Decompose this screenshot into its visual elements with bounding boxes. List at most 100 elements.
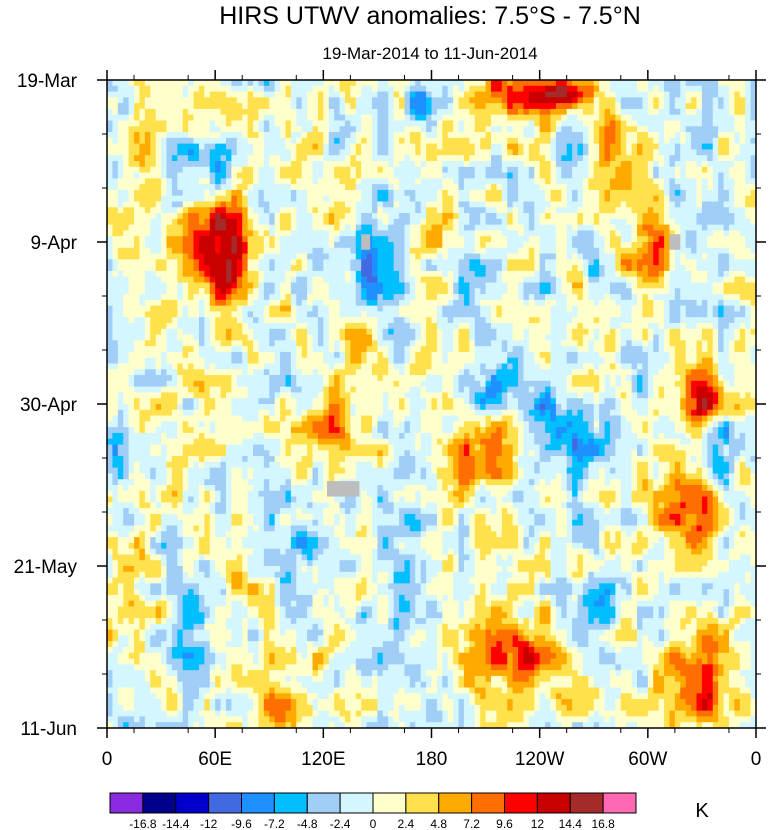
heat-cell <box>420 108 427 116</box>
heat-cell <box>458 317 465 324</box>
heat-cell <box>171 299 178 307</box>
heat-cell <box>691 178 698 185</box>
heat-cell <box>691 213 698 220</box>
heat-cell <box>285 236 292 243</box>
heat-cell <box>215 247 222 255</box>
heat-cell <box>728 195 735 203</box>
heat-cell <box>463 299 470 307</box>
heat-cell <box>637 305 644 313</box>
heat-cell <box>420 282 427 289</box>
heat-cell <box>123 265 130 272</box>
heat-cell <box>545 276 552 284</box>
heat-cell <box>474 85 481 93</box>
heat-cell <box>474 195 481 203</box>
heat-cell <box>490 317 497 324</box>
heat-cell <box>415 172 422 179</box>
heat-cell <box>372 189 379 197</box>
heat-cell <box>696 288 703 295</box>
heat-cell <box>490 195 497 203</box>
heat-cell <box>593 270 600 278</box>
heat-cell <box>664 120 671 127</box>
heat-cell <box>539 103 546 110</box>
heat-cell <box>317 184 324 191</box>
heat-cell <box>550 137 557 145</box>
heat-cell <box>150 305 157 313</box>
heat-cell <box>274 288 281 295</box>
heat-cell <box>512 236 519 243</box>
heat-cell <box>263 103 270 110</box>
heat-cell <box>734 126 741 133</box>
heat-cell <box>399 218 406 226</box>
heat-cell <box>534 103 541 110</box>
heat-cell <box>144 189 151 197</box>
heat-cell <box>674 288 681 295</box>
heat-cell <box>604 213 611 220</box>
heat-cell <box>296 311 303 318</box>
heat-cell <box>701 149 708 156</box>
heat-cell <box>366 80 373 87</box>
heat-cell <box>139 149 146 156</box>
heat-cell <box>745 207 752 214</box>
heat-cell <box>344 108 351 116</box>
heat-cell <box>312 213 319 220</box>
heat-cell <box>609 236 616 243</box>
heat-cell <box>555 91 562 98</box>
heat-cell <box>198 270 205 278</box>
heat-cell <box>523 149 530 156</box>
heat-cell <box>718 143 725 151</box>
heat-cell <box>317 294 324 301</box>
heat-cell <box>139 108 146 116</box>
heat-cell <box>539 299 546 307</box>
heat-cell <box>171 178 178 185</box>
heat-cell <box>215 195 222 203</box>
heat-cell <box>377 155 384 162</box>
heat-cell <box>512 172 519 179</box>
heat-cell <box>528 253 535 260</box>
heat-cell <box>150 213 157 220</box>
heat-cell <box>582 189 589 197</box>
heat-cell <box>215 114 222 122</box>
heat-cell <box>361 265 368 272</box>
heat-cell <box>225 201 232 208</box>
heat-cell <box>577 201 584 208</box>
heat-cell <box>220 317 227 324</box>
heat-cell <box>442 80 449 87</box>
heat-cell <box>161 282 168 289</box>
heat-cell <box>150 224 157 232</box>
heat-cell <box>285 305 292 313</box>
heat-cell <box>734 247 741 255</box>
heat-cell <box>372 172 379 179</box>
heat-cell <box>355 305 362 313</box>
heat-cell <box>193 236 200 243</box>
heat-cell <box>393 247 400 255</box>
heat-cell <box>296 85 303 93</box>
heat-cell <box>653 184 660 191</box>
heat-cell <box>204 91 211 98</box>
heat-cell <box>177 247 184 255</box>
heat-cell <box>626 132 633 139</box>
heat-cell <box>166 253 173 260</box>
heat-cell <box>626 137 633 145</box>
heat-cell <box>550 265 557 272</box>
heat-cell <box>718 166 725 174</box>
heat-cell <box>707 103 714 110</box>
heat-cell <box>658 213 665 220</box>
heat-cell <box>339 282 346 289</box>
heat-cell <box>750 265 756 272</box>
heat-cell <box>572 143 579 151</box>
heat-cell <box>507 218 514 226</box>
heat-cell <box>409 184 416 191</box>
heat-cell <box>745 108 752 116</box>
heat-cell <box>642 247 649 255</box>
heat-cell <box>685 85 692 93</box>
heat-cell <box>674 178 681 185</box>
heat-cell <box>723 80 730 87</box>
heat-cell <box>144 317 151 324</box>
heat-cell <box>204 161 211 168</box>
heat-cell <box>680 132 687 139</box>
heat-cell <box>263 166 270 174</box>
heat-cell <box>642 294 649 301</box>
heat-cell <box>496 132 503 139</box>
heat-cell <box>263 224 270 232</box>
heat-cell <box>561 253 568 260</box>
